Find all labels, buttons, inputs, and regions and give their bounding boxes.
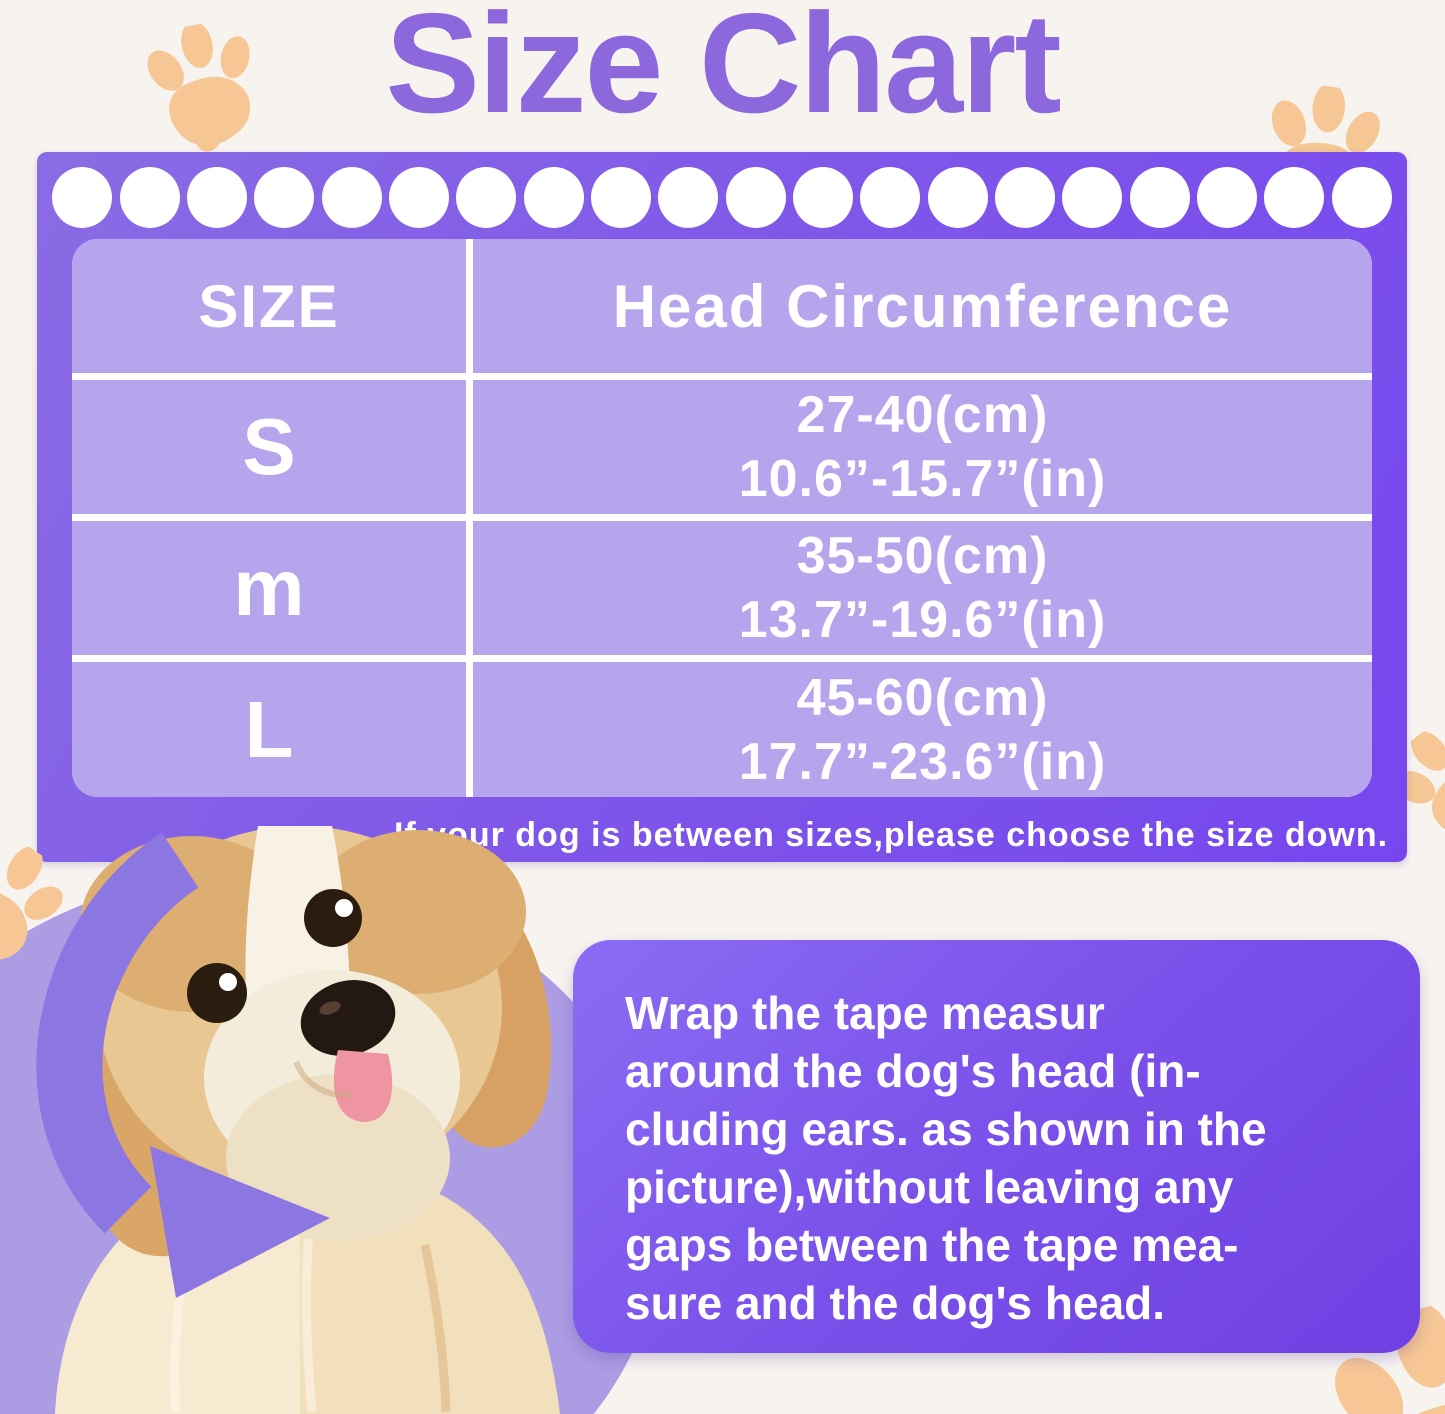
size-table: SIZE Head Circumference S 27-40(cm) 10.6… (72, 239, 1372, 797)
dot (725, 167, 786, 228)
page-title: Size Chart (385, 0, 1061, 143)
table-row-circumference: 45-60(cm) 17.7”-23.6”(in) (473, 662, 1372, 797)
dot (1196, 167, 1257, 228)
table-row-size-label: S (72, 380, 466, 514)
puppy-photo (0, 826, 663, 1414)
dot (1331, 167, 1392, 228)
circumference-cm: 45-60(cm) (796, 668, 1049, 727)
tip-line: Wrap the tape measur (625, 987, 1105, 1039)
measuring-tip-text: Wrap the tape measur around the dog's he… (625, 984, 1396, 1332)
tip-line: sure and the dog's head. (625, 1277, 1166, 1329)
dot (1264, 167, 1325, 228)
dot (658, 167, 719, 228)
table-row-size-label: m (72, 521, 466, 655)
circumference-cm: 35-50(cm) (796, 527, 1049, 585)
dot (1129, 167, 1190, 228)
size-note: If your dog is between sizes,please choo… (393, 816, 1389, 854)
circumference-inch: 17.7”-23.6”(in) (738, 732, 1107, 791)
tip-line: gaps between the tape mea- (625, 1219, 1239, 1271)
size-table-panel: SIZE Head Circumference S 27-40(cm) 10.6… (37, 152, 1407, 862)
dot (590, 167, 651, 228)
dot (119, 167, 180, 228)
dot (388, 167, 449, 228)
puppy-tongue (333, 1050, 393, 1122)
dot (52, 167, 113, 228)
dot (1062, 167, 1123, 228)
tip-line: cluding ears. as shown in the (625, 1103, 1267, 1155)
dot (860, 167, 921, 228)
dot (186, 167, 247, 228)
puppy-nose (300, 980, 396, 1056)
dot (523, 167, 584, 228)
circumference-inch: 10.6”-15.7”(in) (738, 450, 1107, 508)
tip-line: around the dog's head (in- (625, 1045, 1201, 1097)
table-row-circumference: 35-50(cm) 13.7”-19.6”(in) (473, 521, 1372, 655)
dot (456, 167, 517, 228)
column-header-size: SIZE (72, 239, 466, 373)
dot (927, 167, 988, 228)
dots-decoration (45, 167, 1399, 228)
dot (321, 167, 382, 228)
dot (792, 167, 853, 228)
tip-line: picture),without leaving any (625, 1161, 1234, 1213)
column-header-circumference: Head Circumference (473, 239, 1372, 373)
puppy-eye (304, 889, 362, 947)
circular-arrow-icon (36, 832, 330, 1298)
dot (254, 167, 315, 228)
table-row-circumference: 27-40(cm) 10.6”-15.7”(in) (473, 380, 1372, 514)
table-row-size-label: L (72, 662, 466, 797)
circumference-cm: 27-40(cm) (796, 386, 1049, 444)
puppy-eye (187, 963, 247, 1023)
dot (994, 167, 1055, 228)
measuring-tip-panel: Wrap the tape measur around the dog's he… (573, 940, 1420, 1353)
circumference-inch: 13.7”-19.6”(in) (738, 591, 1107, 649)
